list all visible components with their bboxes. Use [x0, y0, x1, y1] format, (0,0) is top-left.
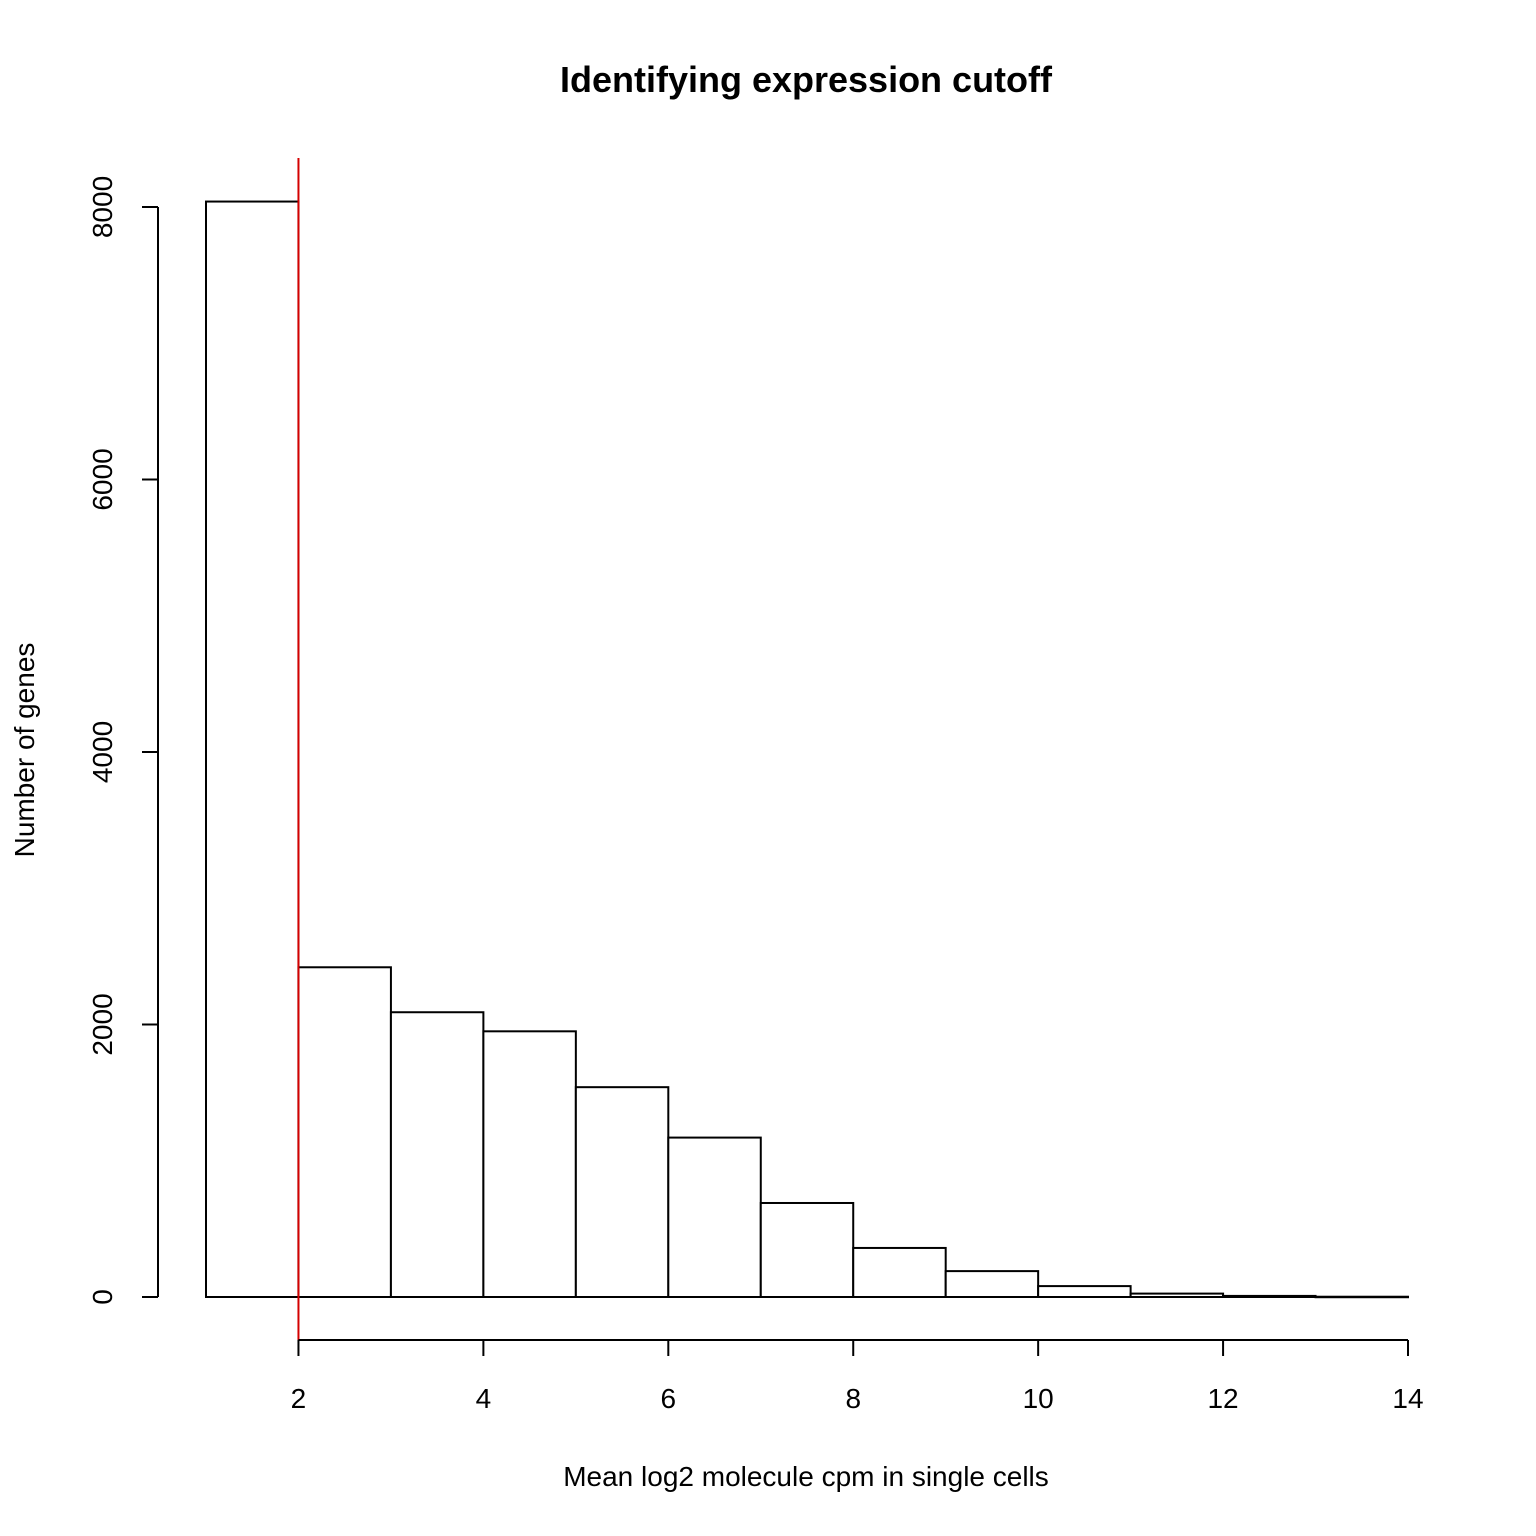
histogram-bar-12-13	[1222, 1294, 1317, 1299]
x-axis-label: Mean log2 molecule cpm in single cells	[563, 1461, 1049, 1492]
histogram-bar-8-9	[852, 1246, 947, 1298]
y-axis-label: Number of genes	[9, 643, 40, 858]
y-tick-label-8000: 8000	[87, 176, 118, 238]
y-tick-label-0: 0	[87, 1289, 118, 1305]
histogram-bar-10-11	[1037, 1285, 1132, 1298]
histogram-bar-11-12	[1129, 1292, 1225, 1298]
histogram-bar-4-5	[482, 1030, 577, 1298]
y-tick-label-4000: 4000	[87, 721, 118, 783]
bars-group	[205, 200, 1409, 1299]
x-tick-label-2: 2	[291, 1383, 307, 1414]
histogram-bar-2-3	[297, 966, 392, 1299]
x-tick-label-10: 10	[1023, 1383, 1054, 1414]
y-tick-label-2000: 2000	[87, 993, 118, 1055]
x-tick-label-6: 6	[661, 1383, 677, 1414]
chart-title: Identifying expression cutoff	[560, 59, 1053, 100]
x-axis: 2 4 6 8 10 12 14	[291, 1339, 1424, 1414]
histogram-bar-1-2	[205, 200, 300, 1298]
y-tick-label-6000: 6000	[87, 448, 118, 510]
histogram-bar-7-8	[759, 1201, 855, 1299]
x-tick-label-8: 8	[845, 1383, 861, 1414]
histogram-bar-9-10	[944, 1270, 1040, 1299]
histogram-bar-3-4	[389, 1011, 485, 1298]
histogram-bar-5-6	[574, 1086, 670, 1299]
histogram-bar-6-7	[667, 1136, 762, 1299]
x-tick-label-14: 14	[1392, 1383, 1423, 1414]
histogram-bar-13-14	[1314, 1295, 1409, 1299]
y-axis: 0 2000 4000 6000 8000	[87, 176, 159, 1305]
x-tick-label-12: 12	[1207, 1383, 1238, 1414]
x-tick-label-4: 4	[476, 1383, 492, 1414]
